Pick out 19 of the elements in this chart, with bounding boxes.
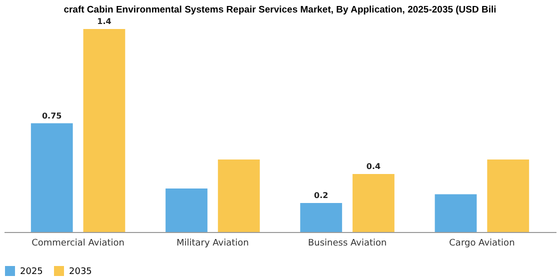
bar bbox=[352, 174, 394, 232]
x-tick-label: Military Aviation bbox=[176, 238, 249, 248]
bar bbox=[83, 29, 126, 232]
bar bbox=[487, 160, 530, 232]
x-tick-label: Cargo Aviation bbox=[449, 238, 515, 248]
bar bbox=[218, 160, 260, 232]
x-tick-label: Commercial Aviation bbox=[32, 238, 124, 248]
bar bbox=[434, 194, 477, 232]
x-tick-label: Business Aviation bbox=[308, 238, 387, 248]
bar bbox=[166, 188, 208, 232]
bar bbox=[300, 203, 342, 232]
chart-title: craft Cabin Environmental Systems Repair Services Market, By Application, 2025-2035 (USD Bili bbox=[64, 4, 496, 16]
data-label: 0.75 bbox=[42, 111, 62, 120]
data-label: 0.2 bbox=[314, 191, 328, 200]
legend-label: 2025 bbox=[20, 267, 43, 277]
data-label: 0.4 bbox=[366, 162, 382, 171]
data-label: 1.4 bbox=[97, 17, 112, 26]
bar bbox=[30, 123, 73, 232]
legend-label: 2035 bbox=[69, 267, 92, 277]
